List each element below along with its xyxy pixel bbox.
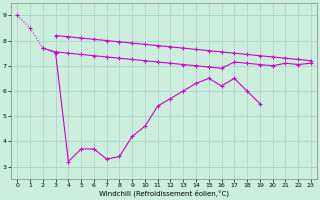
X-axis label: Windchill (Refroidissement éolien,°C): Windchill (Refroidissement éolien,°C)	[99, 190, 229, 197]
